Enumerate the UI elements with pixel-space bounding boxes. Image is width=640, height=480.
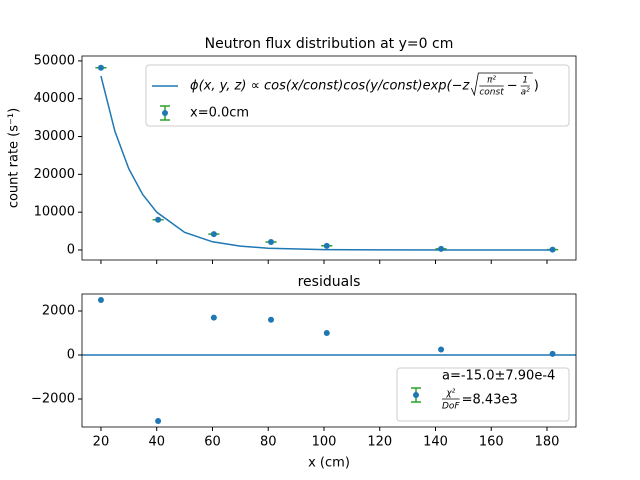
y-tick-label: 0 — [67, 348, 75, 363]
x-tick-label: 140 — [423, 435, 448, 450]
legend-label: χ² — [445, 389, 455, 399]
x-tick-label: 180 — [535, 435, 560, 450]
data-point — [155, 216, 162, 223]
data-point — [210, 231, 217, 238]
legend-box — [145, 64, 570, 127]
x-tick-label: 120 — [367, 435, 392, 450]
legend-label: =8.43e3 — [462, 393, 518, 408]
axes-frame — [81, 55, 577, 261]
legend-label: x=0.0cm — [190, 106, 249, 121]
fit-line — [100, 75, 556, 251]
data-point — [210, 314, 217, 321]
axes-frame — [81, 293, 577, 428]
legend-label: 1 — [522, 76, 528, 86]
data-point — [268, 316, 275, 323]
data-point — [438, 346, 445, 353]
data-point — [323, 330, 330, 337]
data-point — [97, 297, 104, 304]
data-point — [97, 64, 104, 71]
y-tick-label: 10000 — [34, 205, 75, 220]
data-point — [155, 417, 162, 424]
legend-label: a=-15.0±7.90e-4 — [442, 369, 555, 384]
y-tick-label: 2000 — [42, 304, 75, 319]
y-tick-label: 0 — [67, 242, 75, 257]
x-tick-label: 40 — [148, 435, 165, 450]
legend-label: const — [479, 88, 504, 98]
legend-marker — [162, 110, 168, 116]
x-tick-label: 80 — [260, 435, 277, 450]
data-point — [323, 242, 330, 249]
x-tick-label: 60 — [204, 435, 221, 450]
legend-label: ϕ(x, y, z) ∝ cos(x/const)cos(y/const)exp… — [190, 79, 471, 94]
y-tick-label: 50000 — [34, 53, 75, 68]
sqrt-sign — [470, 72, 533, 97]
x-tick-label: 100 — [312, 435, 337, 450]
chart-title: Neutron flux distribution at y=0 cm — [205, 36, 454, 52]
legend-label: a² — [521, 88, 531, 98]
x-tick-label: 20 — [93, 435, 110, 450]
y-axis-label: count rate (s⁻¹) — [7, 108, 22, 208]
chart-title: residuals — [298, 274, 361, 290]
y-tick-label: 20000 — [34, 167, 75, 182]
legend-label: DoF — [442, 402, 460, 412]
legend-label: ) — [534, 79, 539, 94]
legend-marker — [413, 392, 419, 398]
legend-box — [396, 367, 570, 422]
x-axis-label: x (cm) — [308, 456, 350, 471]
y-tick-label: −2000 — [31, 391, 75, 406]
data-point — [549, 350, 556, 357]
x-tick-label: 160 — [479, 435, 504, 450]
y-tick-label: 30000 — [34, 129, 75, 144]
y-tick-label: 40000 — [34, 91, 75, 106]
data-point — [438, 245, 445, 252]
data-point — [268, 239, 275, 246]
legend-label: − — [507, 79, 518, 94]
legend-label: π² — [487, 76, 496, 86]
